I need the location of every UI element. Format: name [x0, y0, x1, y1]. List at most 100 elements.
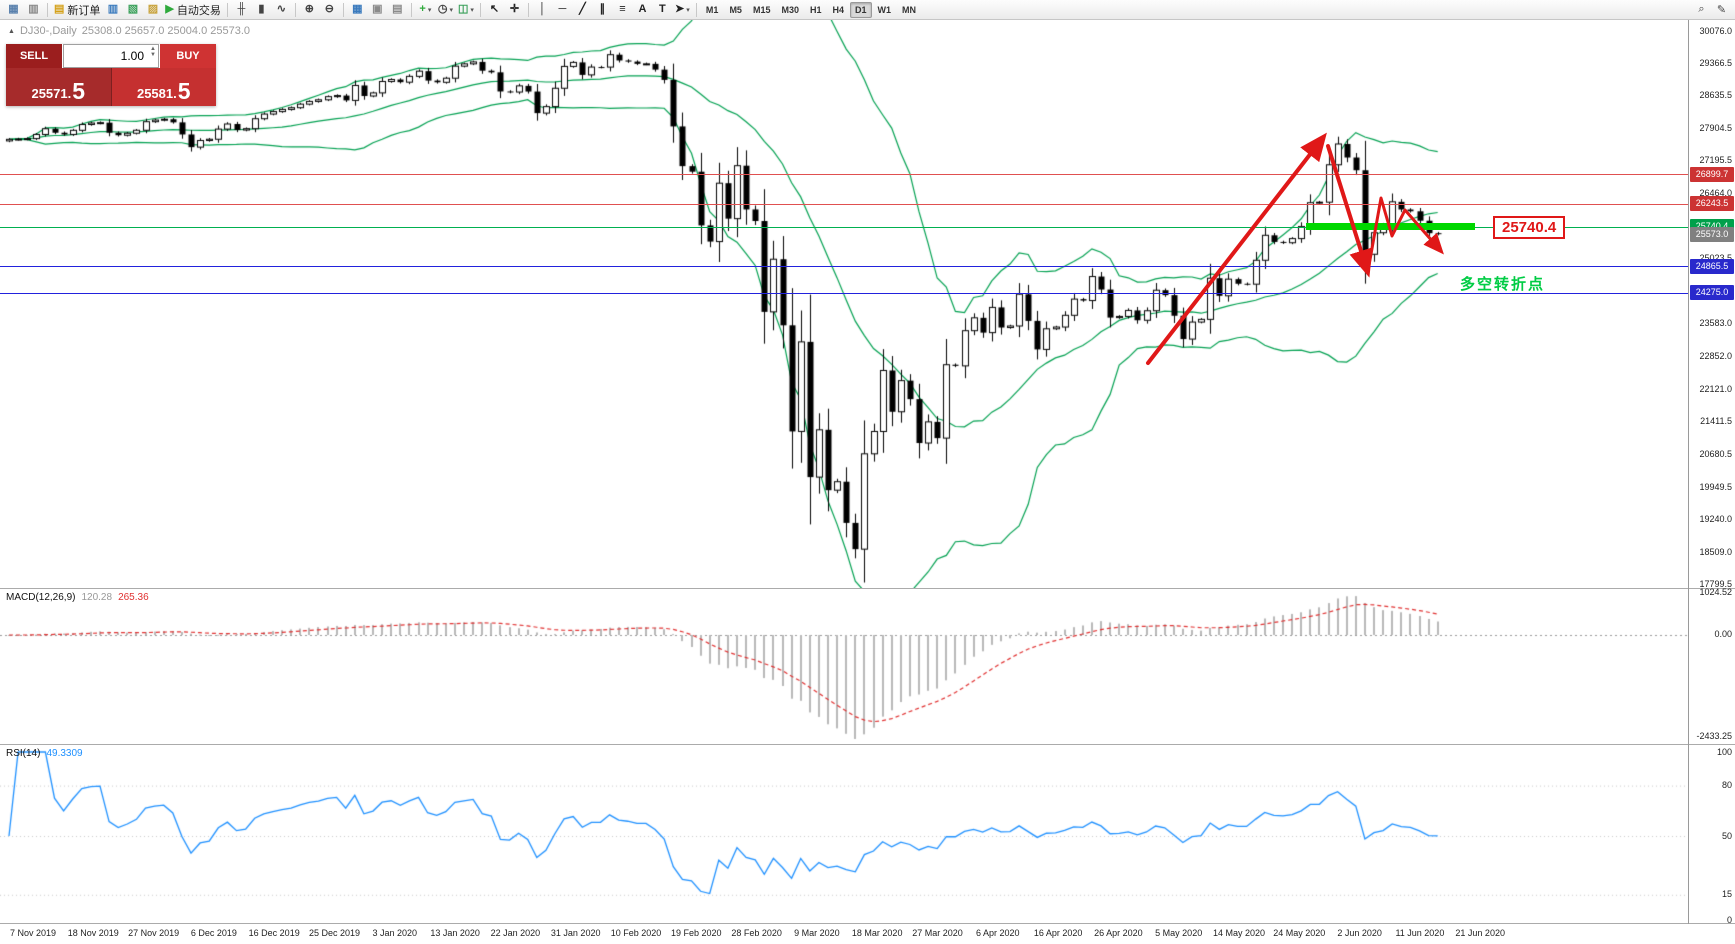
level-price-callout[interactable]: 25740.4	[1493, 216, 1566, 239]
zoom-in-icon: ⊕	[304, 3, 314, 15]
pivot-annotation-text[interactable]: 多空转折点	[1460, 276, 1546, 293]
bar-chart-icon[interactable]: ╫	[232, 1, 251, 18]
horizontal-level-line-26243.5[interactable]	[0, 204, 1688, 205]
macd-main-value: 120.28	[81, 592, 113, 603]
price-axis-tick: 20680.5	[1699, 449, 1732, 460]
oneclick-collapse-icon[interactable]: ▲	[8, 27, 15, 35]
text-label-icon: T	[659, 3, 666, 15]
chart-profiles-icon[interactable]: ▥	[24, 1, 43, 18]
horizontal-line-icon: ─	[558, 3, 567, 15]
timeframe-h4[interactable]: H4	[832, 4, 845, 15]
price-axis-tick: 27904.5	[1699, 123, 1732, 134]
date-axis-label: 5 May 2020	[1155, 928, 1203, 938]
macd-axis-max: 1024.52	[1699, 587, 1732, 597]
timeframe-w1[interactable]: W1	[877, 4, 892, 15]
timeframe-m30[interactable]: M30	[781, 4, 799, 15]
rsi-canvas[interactable]	[0, 745, 1688, 922]
rsi-axis-tick: 0	[1726, 914, 1732, 925]
arrows-icon[interactable]: ➤ ▾	[673, 1, 692, 18]
timeframe-m5[interactable]: M5	[729, 4, 742, 15]
text-icon[interactable]: A	[633, 1, 652, 18]
date-axis-label: 24 May 2020	[1273, 928, 1326, 938]
macd-canvas[interactable]	[0, 589, 1688, 744]
price-axis-tick: 26464.0	[1699, 188, 1732, 199]
date-axis-label: 19 Feb 2020	[671, 928, 722, 938]
chart-title: ▲ DJ30-,Daily 25308.0 25657.0 25004.0 25…	[8, 25, 250, 37]
horizontal-level-line-24275.0[interactable]	[0, 293, 1688, 294]
new-order-button[interactable]: ▤ 新订单	[52, 1, 102, 18]
timeframe-m1[interactable]: M1	[705, 4, 719, 15]
templates-icon[interactable]: ◫ ▾	[456, 1, 476, 18]
new-chart-icon[interactable]: ▦	[4, 1, 23, 18]
candlestick-chart-icon: ▮	[258, 3, 265, 15]
horizontal-level-line-24865.5[interactable]	[0, 266, 1688, 267]
support-highlight-bar[interactable]	[1306, 223, 1475, 230]
macd-signal-value: 265.36	[118, 592, 149, 603]
search-icon[interactable]: ⌕	[1698, 3, 1705, 15]
rsi-axis-tick: 100	[1716, 746, 1732, 757]
autotrading-button[interactable]: ▶ 自动交易	[163, 1, 222, 18]
navigator-icon[interactable]: ▨	[143, 1, 162, 18]
rsi-label: RSI(14) 49.3309	[6, 748, 83, 759]
buy-price-button[interactable]: 25581. 5	[111, 68, 216, 106]
timeframe-mn[interactable]: MN	[902, 4, 917, 15]
candlestick-chart-canvas[interactable]	[0, 20, 1688, 588]
crosshair-icon: ✛	[509, 3, 520, 15]
time-axis[interactable]: 7 Nov 2019 18 Nov 2019 27 Nov 2019 6 Dec 20…	[0, 923, 1735, 944]
rsi-value: 49.3309	[46, 748, 83, 759]
horizontal-level-line-26899.7[interactable]	[0, 174, 1688, 175]
price-axis-tick: 17799.5	[1699, 579, 1732, 590]
periods-icon: ◷	[437, 3, 448, 15]
date-axis-label: 18 Nov 2019	[67, 928, 119, 938]
vertical-line-icon[interactable]: │	[533, 1, 552, 18]
cascade-windows-icon: ▣	[372, 3, 383, 15]
buy-button[interactable]: BUY	[160, 44, 216, 68]
timeframe-m15[interactable]: M15	[752, 4, 771, 15]
autotrading-button: ▶	[165, 3, 174, 15]
timeframe-d1[interactable]: D1	[850, 1, 872, 18]
line-chart-icon[interactable]: ∿	[272, 1, 291, 18]
horizontal-level-line-25740.4[interactable]	[0, 227, 1688, 228]
text-label-icon[interactable]: T	[653, 1, 672, 18]
chevron-down-icon: ▾	[427, 6, 432, 14]
new-order-button-label: 新订单	[67, 4, 101, 17]
date-axis-label: 21 Jun 2020	[1455, 928, 1505, 938]
horizontal-line-icon[interactable]: ─	[553, 1, 572, 18]
market-watch-icon[interactable]: ▥	[103, 1, 122, 18]
cursor-icon[interactable]: ↖	[485, 1, 504, 18]
candlestick-chart-icon[interactable]: ▮	[252, 1, 271, 18]
volume-input[interactable]: 1.00 ▲ ▼	[63, 44, 159, 68]
rsi-panel: RSI(14) 49.3309	[0, 745, 1735, 923]
sell-price-button[interactable]: 25571. 5	[6, 68, 112, 106]
date-axis-label: 6 Dec 2019	[190, 928, 237, 938]
timeframe-h1[interactable]: H1	[809, 4, 822, 15]
chevron-down-icon: ▾	[686, 6, 690, 14]
fibonacci-icon: ≡	[619, 3, 626, 15]
volume-value: 1.00	[120, 49, 144, 63]
new-order-button: ▤	[54, 3, 65, 15]
rsi-axis-tick: 80	[1721, 780, 1732, 791]
trendline-icon[interactable]: ╱	[573, 1, 592, 18]
price-axis-tick: 25023.5	[1699, 253, 1732, 264]
sell-button[interactable]: SELL	[6, 44, 62, 68]
indicators-icon[interactable]: + ▾	[416, 1, 435, 18]
price-level-badge-26899.7: 26899.7	[1690, 166, 1734, 182]
data-window-icon[interactable]: ▧	[123, 1, 142, 18]
periods-icon[interactable]: ◷ ▾	[436, 1, 455, 18]
zoom-out-icon[interactable]: ⊖	[320, 1, 339, 18]
date-axis-label: 27 Nov 2019	[128, 928, 180, 938]
zoom-out-icon: ⊖	[324, 3, 334, 15]
text-icon: A	[638, 3, 647, 15]
fibonacci-icon[interactable]: ≡	[613, 1, 632, 18]
zoom-in-icon[interactable]: ⊕	[300, 1, 319, 18]
volume-spinner[interactable]: ▲ ▼	[150, 46, 156, 58]
tile-windows-icon: ▦	[352, 3, 363, 15]
edit-icon[interactable]: ✎	[1716, 4, 1727, 16]
price-axis[interactable]: 1024.52 0.00 -2433.25 30076.0 29366.5 2863…	[1689, 20, 1735, 925]
arrange-windows-icon[interactable]: ▤	[388, 1, 407, 18]
channel-icon[interactable]: ∥	[593, 1, 612, 18]
tile-windows-icon[interactable]: ▦	[348, 1, 367, 18]
crosshair-icon[interactable]: ✛	[505, 1, 524, 18]
cascade-windows-icon[interactable]: ▣	[368, 1, 387, 18]
